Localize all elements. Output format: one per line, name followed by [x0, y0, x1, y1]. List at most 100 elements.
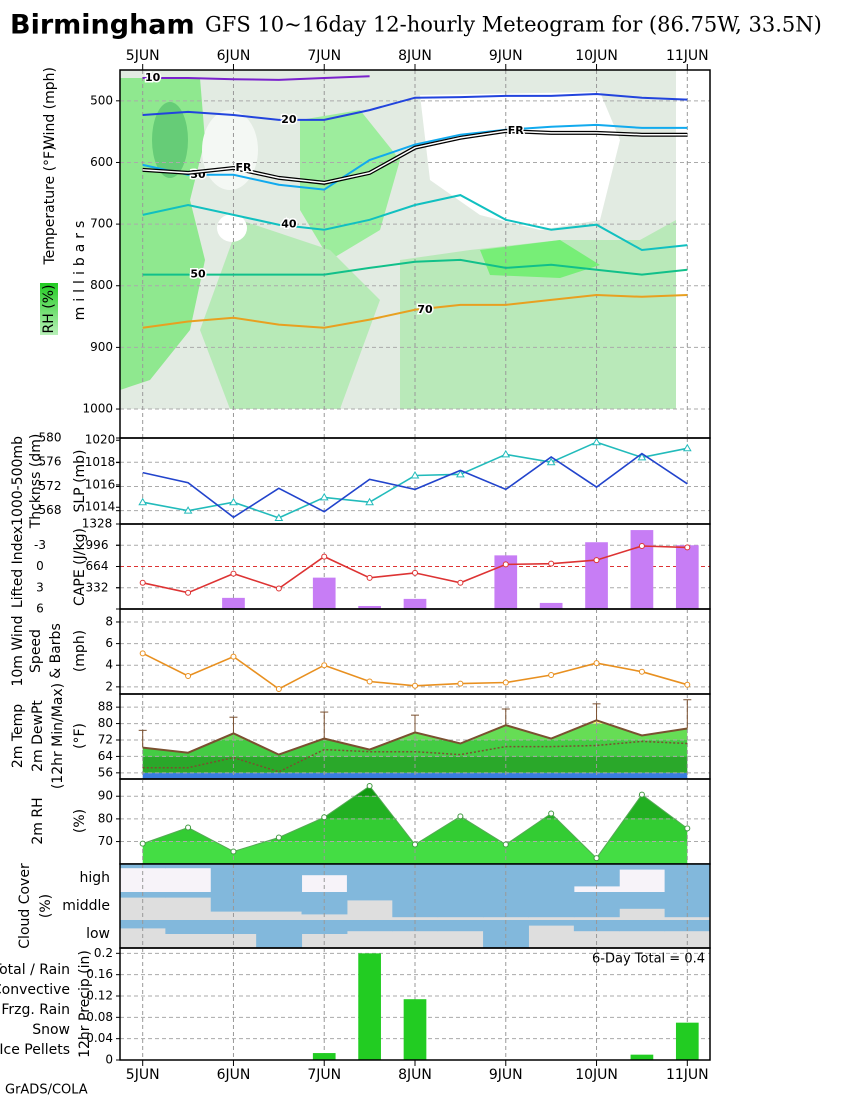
- cloud-bar: [346, 920, 393, 932]
- axis-label: (%): [38, 894, 54, 918]
- y-tick-label: 8: [105, 614, 113, 628]
- cloud-bar: [664, 920, 711, 932]
- x-tick-label: 8JUN: [398, 1067, 432, 1083]
- axis-label: Lifted Index: [10, 526, 26, 608]
- rh-dry: [217, 214, 247, 242]
- marker: [502, 679, 509, 686]
- x-tick-label: 5JUN: [126, 48, 160, 64]
- cloud-bar: [437, 864, 484, 892]
- x-tick-label: 9JUN: [489, 48, 523, 64]
- y-tick-label: 568: [39, 503, 62, 517]
- axis-label: 1000-500mb: [10, 436, 26, 526]
- y-tick-label: 6: [36, 602, 44, 616]
- rh-moist: [152, 102, 188, 178]
- axis-label: Wind (mph): [42, 67, 58, 149]
- marker: [592, 437, 601, 446]
- contour-label: FR: [235, 161, 252, 174]
- y-tick-label: 1014: [85, 500, 116, 514]
- line: [142, 452, 688, 519]
- y-tick-label: 1016: [85, 477, 116, 491]
- y-tick-label: 6: [105, 636, 113, 650]
- y-tick-label: 88: [98, 700, 113, 714]
- y-tick-label: 0.16: [86, 967, 113, 981]
- y-tick-label: 72: [98, 732, 113, 746]
- marker: [546, 457, 556, 466]
- legend-entry: Total / Rain: [0, 962, 70, 978]
- y-tick-label: 500: [90, 93, 113, 107]
- y-tick-label: 800: [90, 278, 113, 292]
- contour-label: 70: [417, 303, 433, 316]
- bar: [222, 597, 245, 609]
- cloud-bar: [256, 920, 303, 948]
- y-tick-label: 996: [86, 538, 109, 552]
- marker: [684, 825, 691, 832]
- marker: [139, 579, 146, 586]
- bar: [358, 605, 381, 609]
- cloud-bar: [120, 920, 166, 929]
- x-tick-label: 8JUN: [398, 48, 432, 64]
- axis-label: RH (%): [41, 285, 57, 334]
- bar: [312, 577, 336, 609]
- marker: [502, 561, 509, 568]
- marker: [638, 791, 645, 798]
- marker: [638, 542, 645, 549]
- x-tick-label: 11JUN: [666, 1067, 709, 1083]
- marker: [321, 814, 328, 821]
- marker: [457, 680, 464, 687]
- marker: [682, 443, 692, 452]
- marker: [638, 668, 645, 675]
- contour-label: 10: [145, 71, 161, 84]
- contour-label: 50: [190, 268, 206, 281]
- axis-label: (°F): [72, 723, 88, 749]
- y-tick-label: 4: [105, 658, 113, 672]
- y-tick-label: 3: [36, 580, 44, 594]
- y-tick-label: 80: [98, 811, 113, 825]
- cloud-bar: [392, 920, 439, 932]
- axis-label: 2m Temp: [10, 704, 26, 768]
- marker: [412, 841, 418, 848]
- isotherm: [142, 92, 688, 121]
- rh-key: [40, 283, 58, 335]
- layer-label: middle: [62, 898, 110, 914]
- isotherm: [142, 293, 688, 329]
- isotherm: [142, 75, 370, 81]
- bar: [539, 602, 563, 609]
- cloud-bar: [528, 864, 575, 892]
- x-tick-label: 10JUN: [575, 1067, 618, 1083]
- y-tick-label: 90: [98, 789, 113, 803]
- x-tick-label: 7JUN: [307, 48, 341, 64]
- marker: [138, 497, 148, 506]
- marker: [548, 560, 555, 567]
- marker: [548, 810, 555, 817]
- bar: [675, 545, 699, 609]
- axis-label: Cloud Cover: [17, 863, 33, 949]
- marker: [456, 469, 465, 478]
- y-tick-label: 572: [39, 479, 62, 493]
- cloud-bar: [346, 864, 393, 892]
- bar: [585, 542, 608, 609]
- cloud-bar: [619, 892, 666, 909]
- y-tick-label: 0.12: [86, 989, 113, 1003]
- y-tick-label: 0.08: [86, 1010, 113, 1024]
- bar: [494, 555, 518, 609]
- marker: [684, 681, 691, 688]
- axis-label: (mph): [72, 630, 88, 672]
- marker: [183, 506, 193, 514]
- marker: [321, 553, 328, 560]
- cloud-bar: [346, 892, 393, 901]
- cloud-bar: [165, 920, 212, 934]
- isotherm: [142, 258, 688, 276]
- cloud-bar: [165, 892, 212, 898]
- y-tick-label: 332: [86, 580, 109, 594]
- marker: [185, 673, 192, 680]
- y-tick-label: 600: [90, 155, 113, 169]
- x-tick-label: 6JUN: [217, 1067, 251, 1083]
- axis-label: 10m Wind: [10, 615, 26, 686]
- marker: [230, 653, 237, 660]
- cloud-bar: [437, 920, 484, 932]
- y-tick-label: 1020: [85, 433, 116, 447]
- freezing-line-core: [142, 130, 688, 184]
- cloud-bar: [437, 892, 484, 918]
- y-tick-label: 56: [98, 765, 113, 779]
- axis-label: (%): [72, 809, 88, 833]
